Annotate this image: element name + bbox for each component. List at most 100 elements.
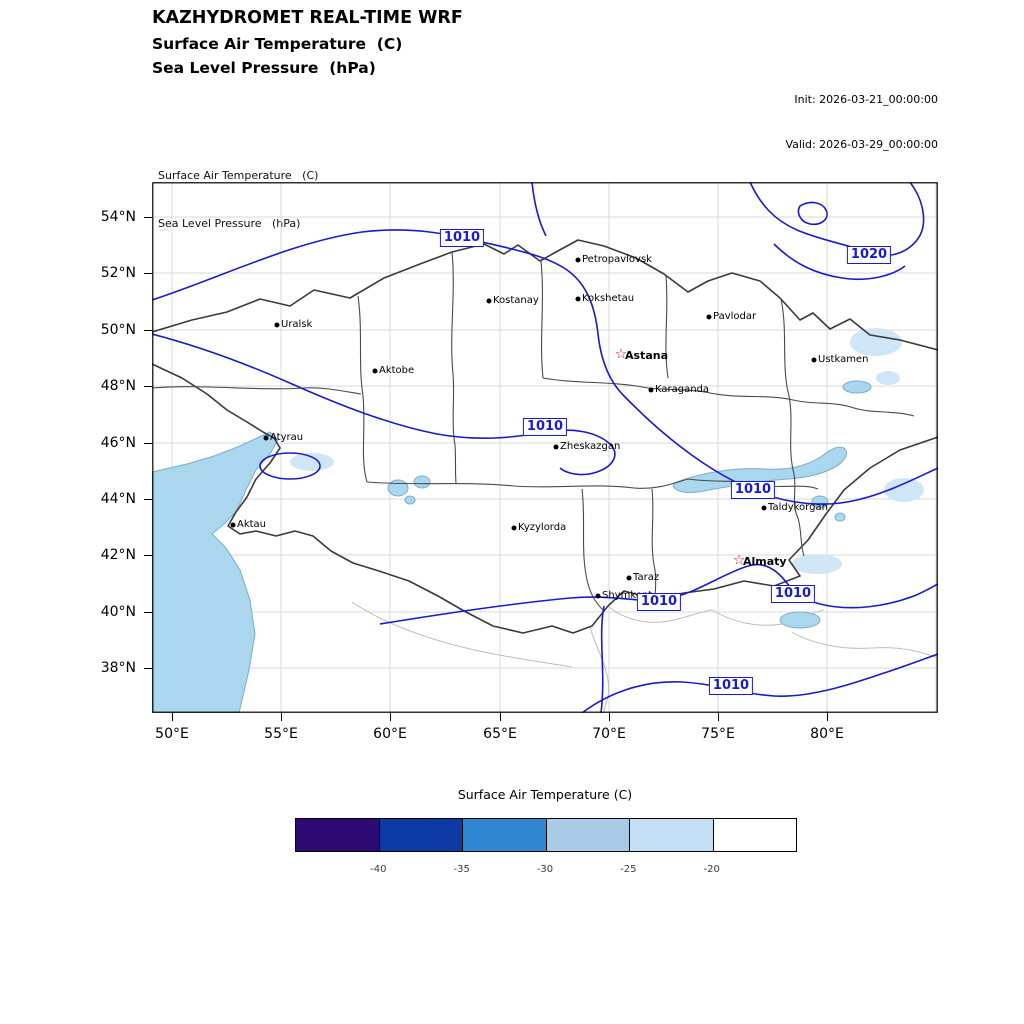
city-label: Ustkamen — [818, 354, 869, 365]
city-label: Zheskazgan — [560, 441, 621, 452]
city-label: Uralsk — [281, 319, 313, 330]
lat-tick-mark — [144, 272, 152, 274]
lon-tick-label: 50°E — [155, 726, 189, 742]
lon-tick-mark — [717, 713, 719, 721]
lat-tick-mark — [144, 611, 152, 613]
colorbar-tick-label: -40 — [370, 864, 387, 875]
lat-tick-label: 46°N — [100, 435, 136, 451]
pressure-label: 1010 — [730, 481, 776, 499]
city-dot-marker — [486, 298, 492, 304]
lake-zaysan — [842, 380, 872, 394]
lat-tick-mark — [144, 554, 152, 556]
lat-tick-mark — [144, 329, 152, 331]
city-dot-marker — [230, 522, 236, 528]
city-label: Kostanay — [493, 295, 539, 306]
city-label: Astana — [625, 349, 668, 362]
colorbar-tick-label: -35 — [453, 864, 470, 875]
colorbar-title: Surface Air Temperature (C) — [457, 787, 633, 802]
caption-temperature: Surface Air Temperature (C) — [158, 169, 319, 182]
city-dot-marker — [761, 505, 767, 511]
city-label: Almaty — [743, 555, 787, 568]
city-dot-marker — [648, 387, 654, 393]
pressure-label: 1010 — [708, 677, 754, 695]
pressure-contours — [152, 182, 938, 713]
lat-tick-label: 38°N — [100, 660, 136, 676]
lat-tick-label: 50°N — [100, 322, 136, 338]
colorbar-segment — [296, 819, 380, 851]
lon-tick-mark — [389, 713, 391, 721]
lake-issykkul — [779, 611, 821, 629]
city-label: Atyrau — [270, 432, 304, 443]
lon-tick-mark — [826, 713, 828, 721]
lon-tick-label: 70°E — [592, 726, 626, 742]
lat-tick-label: 48°N — [100, 378, 136, 394]
city-dot-marker — [811, 357, 817, 363]
city-dot-marker — [553, 444, 559, 450]
kazakhstan-border — [152, 239, 938, 634]
lat-tick-label: 42°N — [100, 547, 136, 563]
colorbar-ticks: -40 -35 -30 -25 -20 — [295, 864, 795, 878]
pressure-label: 1010 — [636, 593, 682, 611]
colorbar-segment — [463, 819, 547, 851]
run-times: Init: 2026-03-21_00:00:00 Valid: 2026-03… — [785, 62, 938, 182]
map-canvas — [152, 182, 938, 713]
lat-tick-mark — [144, 442, 152, 444]
lat-tick-label: 54°N — [100, 209, 136, 225]
lon-tick-mark — [499, 713, 501, 721]
lon-tick-label: 65°E — [483, 726, 517, 742]
lat-tick-label: 44°N — [100, 491, 136, 507]
pressure-label: 1010 — [522, 418, 568, 436]
city-label: Taraz — [633, 572, 660, 583]
plot-subtitle-temperature: Surface Air Temperature (C) — [152, 35, 403, 53]
colorbar-segment — [379, 819, 463, 851]
city-dot-marker — [595, 593, 601, 599]
pressure-label: 1010 — [770, 585, 816, 603]
caption-pressure: Sea Level Pressure (hPa) — [158, 217, 301, 230]
city-label: Pavlodar — [713, 311, 757, 322]
lon-tick-label: 80°E — [810, 726, 844, 742]
city-dot-marker — [575, 296, 581, 302]
city-label: Shymkent — [602, 590, 653, 601]
lat-tick-mark — [144, 385, 152, 387]
init-time: Init: 2026-03-21_00:00:00 — [794, 93, 938, 106]
lon-tick-label: 55°E — [264, 726, 298, 742]
map-frame: Petropavlovsk Kostanay Kokshetau Pavlodar Ur… — [152, 182, 938, 713]
colorbar-tick-label: -20 — [703, 864, 720, 875]
colorbar — [295, 818, 797, 852]
city-dot-marker — [263, 435, 269, 441]
city-label: Taldykorgan — [768, 502, 828, 513]
city-label: Kyzylorda — [518, 522, 567, 533]
lon-tick-mark — [171, 713, 173, 721]
lat-tick-mark — [144, 216, 152, 218]
city-label: Karaganda — [655, 384, 710, 395]
lake-alakol — [811, 495, 829, 509]
pressure-label: 1020 — [846, 246, 892, 264]
city-dot-marker — [372, 368, 378, 374]
lon-tick-mark — [608, 713, 610, 721]
colorbar-tick-label: -25 — [620, 864, 637, 875]
city-dot-marker — [511, 525, 517, 531]
colorbar-tick-label: -30 — [536, 864, 554, 875]
city-dot-marker — [706, 314, 712, 320]
oblast-borders — [152, 251, 915, 611]
colorbar-segment — [546, 819, 630, 851]
city-star-marker: ☆ — [614, 346, 628, 363]
city-label: Kokshetau — [582, 293, 635, 304]
plot-title: KAZHYDROMET REAL-TIME WRF — [152, 8, 463, 28]
city-label: Petropavlovsk — [582, 254, 652, 265]
lat-tick-label: 40°N — [100, 604, 136, 620]
colorbar-segment — [630, 819, 714, 851]
city-label: Aktobe — [379, 365, 415, 376]
city-dot-marker — [575, 257, 581, 263]
pressure-label: 1010 — [439, 229, 485, 247]
aral-sea-east — [413, 475, 431, 489]
lat-tick-label: 52°N — [100, 265, 136, 281]
lat-tick-mark — [144, 667, 152, 669]
lon-tick-label: 60°E — [373, 726, 407, 742]
map-caption: Surface Air Temperature (C) Sea Level Pr… — [158, 136, 318, 264]
city-star-marker: ☆ — [732, 552, 746, 569]
cold-shading — [290, 328, 924, 574]
lat-tick-mark — [144, 498, 152, 500]
valid-time: Valid: 2026-03-29_00:00:00 — [785, 138, 938, 151]
